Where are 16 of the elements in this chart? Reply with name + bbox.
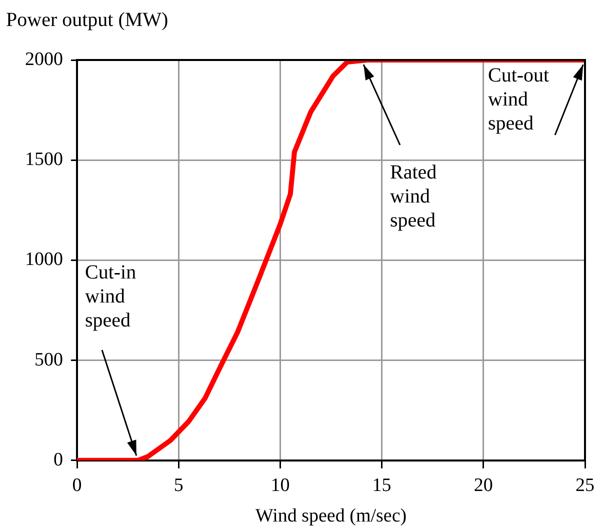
annotation: Cut-out wind speed (488, 64, 550, 134)
x-tick-label: 5 (174, 474, 184, 496)
y-axis-title: Power output (MW) (6, 9, 168, 31)
y-tick-label: 0 (54, 449, 63, 470)
annotation: Cut-in wind speed (85, 261, 136, 332)
y-tick-label: 1500 (25, 149, 63, 170)
y-tick-label: 500 (34, 349, 63, 370)
x-tick-label: 10 (270, 474, 290, 496)
x-tick-label: 0 (72, 474, 82, 496)
x-tick-label: 15 (372, 474, 392, 496)
y-tick-label: 1000 (25, 249, 63, 270)
x-axis-title: Wind speed (m/sec) (255, 506, 407, 527)
x-tick-label: 20 (474, 474, 493, 496)
x-tick-label: 25 (576, 474, 594, 496)
annotation: Rated wind speed (390, 161, 437, 232)
y-tick-label: 2000 (25, 48, 63, 70)
